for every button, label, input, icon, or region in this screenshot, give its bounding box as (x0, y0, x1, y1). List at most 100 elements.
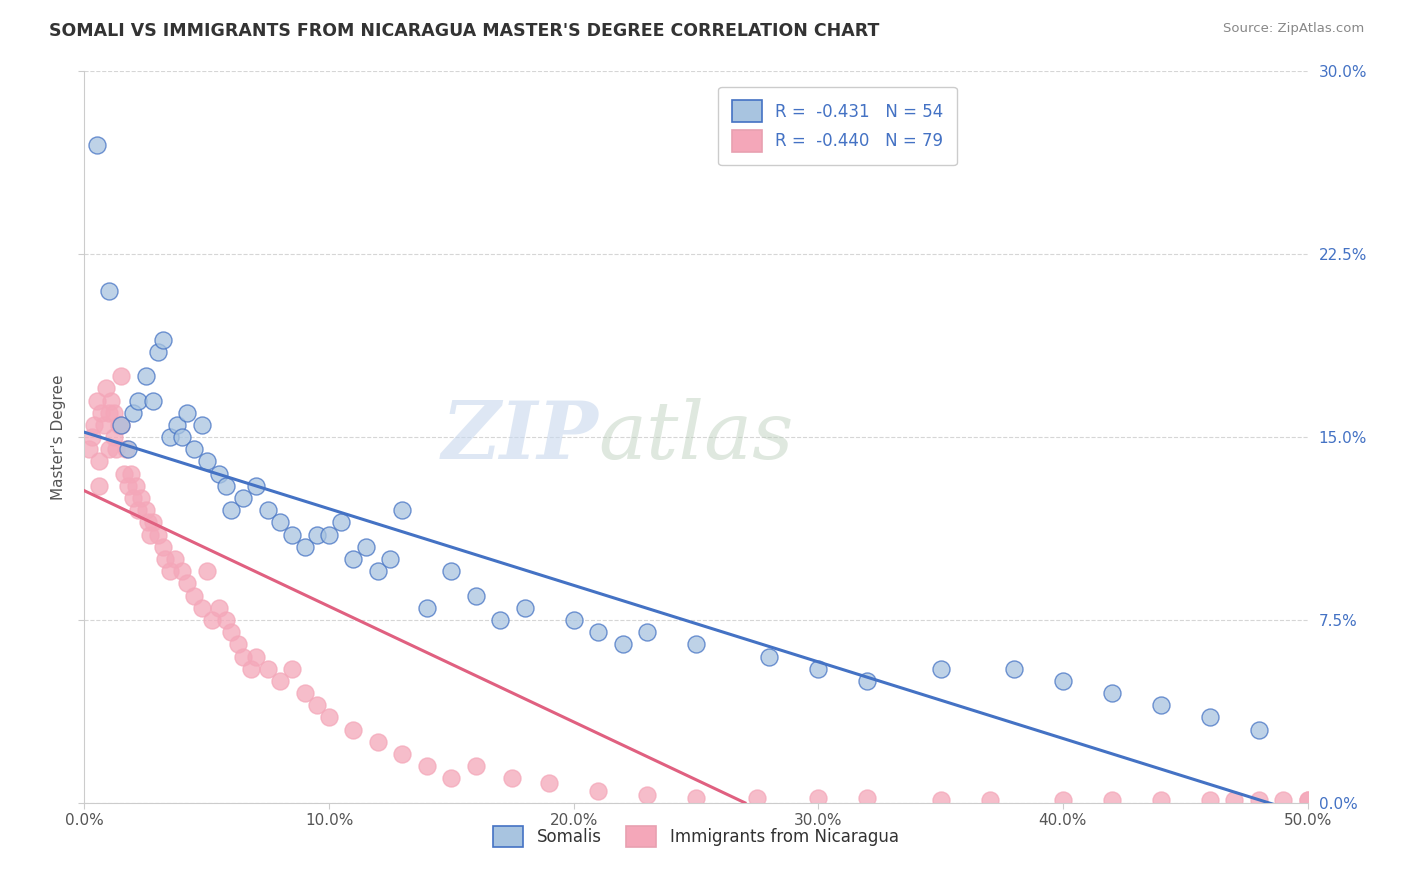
Point (163, 552, 186, 566)
Point (979, 793, 1001, 807)
Point (636, 625, 658, 640)
Point (305, 527, 328, 541)
Point (135, 369, 157, 384)
Point (245, 649, 267, 664)
Point (152, 333, 174, 347)
Point (96, 381, 118, 395)
Point (391, 747, 413, 761)
Point (562, 613, 585, 627)
Point (110, 417, 132, 432)
Point (685, 637, 707, 651)
Point (112, 467, 135, 481)
Point (538, 776, 561, 790)
Point (354, 540, 377, 554)
Point (464, 589, 486, 603)
Point (269, 516, 291, 530)
Point (172, 430, 194, 444)
Point (129, 491, 152, 505)
Point (127, 503, 149, 517)
Point (191, 600, 214, 615)
Point (176, 576, 198, 591)
Point (502, 772, 524, 786)
Point (77, 442, 100, 457)
Point (1101, 793, 1123, 807)
Legend: Somalis, Immigrants from Nicaragua: Somalis, Immigrants from Nicaragua (479, 813, 912, 860)
Point (1150, 793, 1173, 807)
Point (294, 540, 316, 554)
Point (97, 442, 120, 457)
Point (122, 491, 145, 505)
Point (228, 637, 250, 651)
Point (100, 393, 122, 408)
Point (215, 479, 238, 493)
Point (807, 791, 830, 805)
Point (330, 516, 353, 530)
Point (758, 649, 780, 664)
Point (125, 479, 148, 493)
Point (294, 686, 316, 700)
Point (342, 552, 364, 566)
Point (142, 516, 165, 530)
Point (135, 503, 157, 517)
Point (80, 430, 103, 444)
Point (122, 406, 145, 420)
Point (103, 406, 125, 420)
Point (86, 393, 108, 408)
Text: Source: ZipAtlas.com: Source: ZipAtlas.com (1223, 22, 1364, 36)
Point (1198, 793, 1220, 807)
Point (103, 430, 125, 444)
Point (1247, 723, 1270, 737)
Point (159, 430, 181, 444)
Point (1296, 793, 1319, 807)
Point (856, 791, 879, 805)
Point (416, 600, 439, 615)
Point (107, 417, 129, 432)
Point (440, 564, 463, 578)
Point (93, 417, 115, 432)
Point (183, 442, 205, 457)
Point (685, 791, 707, 805)
Point (257, 503, 280, 517)
Point (929, 793, 952, 807)
Point (380, 552, 402, 566)
Point (1272, 793, 1295, 807)
Point (1052, 793, 1074, 807)
Point (318, 527, 340, 541)
Point (239, 662, 262, 676)
Point (1002, 662, 1025, 676)
Point (152, 540, 174, 554)
Point (281, 662, 304, 676)
Point (747, 791, 769, 805)
Point (166, 417, 188, 432)
Point (117, 442, 139, 457)
Point (219, 503, 242, 517)
Point (105, 442, 128, 457)
Y-axis label: Master's Degree: Master's Degree (51, 375, 66, 500)
Point (146, 344, 169, 359)
Point (115, 442, 138, 457)
Point (1223, 793, 1246, 807)
Point (1101, 686, 1123, 700)
Point (191, 417, 214, 432)
Point (215, 613, 238, 627)
Point (612, 637, 634, 651)
Point (440, 772, 463, 786)
Point (86, 137, 108, 152)
Point (586, 783, 609, 797)
Point (257, 662, 280, 676)
Point (586, 625, 609, 640)
Point (219, 625, 242, 640)
Point (269, 673, 291, 688)
Point (120, 467, 142, 481)
Point (1198, 710, 1220, 724)
Point (1247, 793, 1270, 807)
Point (1296, 793, 1319, 807)
Point (110, 417, 132, 432)
Point (305, 698, 328, 713)
Point (636, 789, 658, 803)
Point (97, 284, 120, 298)
Point (183, 589, 205, 603)
Point (90, 406, 112, 420)
Point (200, 613, 222, 627)
Point (153, 552, 176, 566)
